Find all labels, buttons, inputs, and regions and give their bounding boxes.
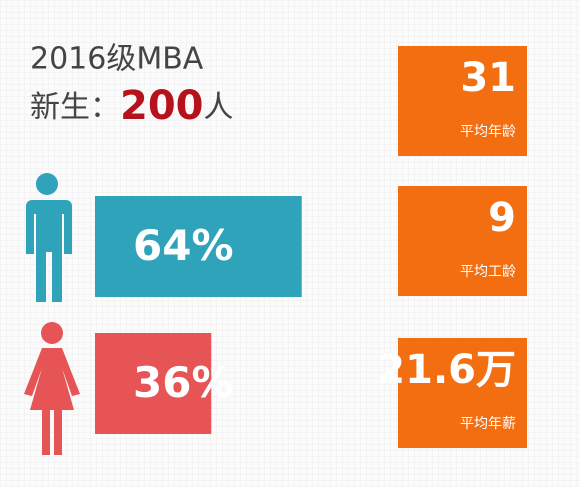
stat-value: 21.6万 (377, 347, 516, 393)
stat-label: 平均年龄 (460, 124, 516, 140)
stat-box (398, 186, 527, 296)
bar-label: 64% (133, 221, 234, 270)
subtitle-suffix: 人 (204, 90, 234, 125)
stat-value: 31 (460, 55, 516, 101)
stat-box (398, 46, 527, 156)
female-icon (24, 322, 80, 455)
bar (95, 196, 302, 297)
bars: 64% 36% (95, 196, 302, 434)
stat-box (398, 338, 527, 448)
title: 2016级MBA (30, 42, 204, 77)
bar-label: 36% (133, 358, 234, 407)
subtitle-prefix: 新生： (30, 90, 120, 125)
male-icon (26, 173, 72, 302)
subtitle: 新生：200人 (30, 83, 234, 129)
student-count: 200 (120, 83, 204, 129)
stat-label: 平均工龄 (460, 264, 516, 280)
bar (95, 333, 212, 434)
stat-value: 9 (488, 195, 516, 241)
stat-label: 平均年薪 (460, 416, 516, 432)
